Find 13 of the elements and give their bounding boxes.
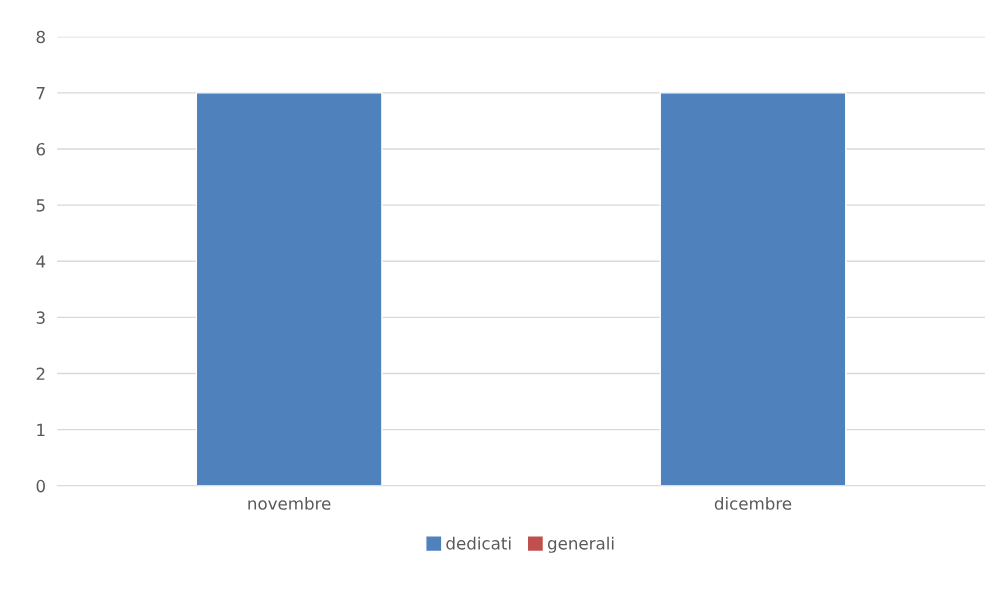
y-tick-label: 0 — [36, 479, 45, 493]
y-tick-label: 4 — [36, 255, 46, 268]
y-tick-label: 1 — [37, 423, 45, 437]
y-tick-label: 5 — [36, 199, 45, 212]
y-tick-label: 3 — [36, 311, 45, 324]
y-tick-label: 6 — [36, 142, 46, 156]
x-tick-label: novembre — [248, 496, 331, 510]
legend-label: generali — [547, 536, 614, 553]
x-tick-label: dicembre — [714, 496, 792, 510]
legend-label: dedicati — [446, 536, 511, 550]
y-tick-label: 8 — [36, 30, 45, 44]
y-tick-label: 7 — [36, 87, 45, 100]
y-tick-label: 2 — [36, 367, 45, 380]
